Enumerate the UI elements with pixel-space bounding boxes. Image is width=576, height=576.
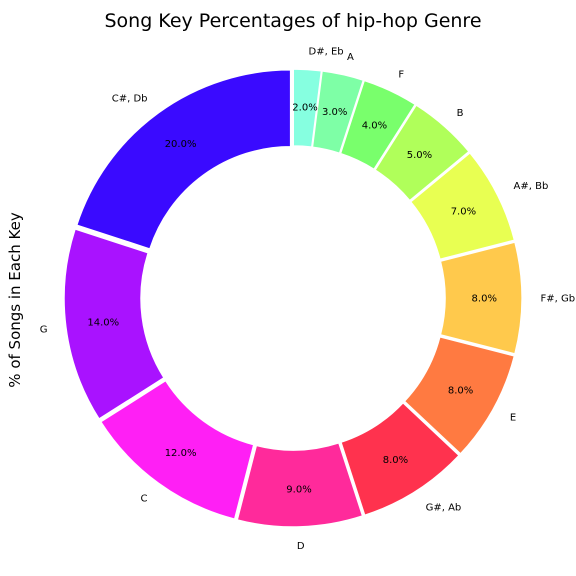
slice-c — [99, 379, 255, 521]
chart-title: Song Key Percentages of hip-hop Genre — [104, 10, 481, 32]
category-label-c-db: C#, Db — [112, 93, 148, 104]
category-label-a-bb: A#, Bb — [514, 181, 549, 192]
category-label-c: C — [141, 494, 148, 505]
slice-e — [403, 335, 516, 456]
category-label-f: F — [398, 70, 404, 81]
category-label-a: A — [347, 52, 354, 63]
value-label-g: 14.0% — [87, 317, 119, 328]
slice-d-eb — [292, 68, 323, 149]
category-label-d: D — [297, 541, 305, 552]
value-label-f-gb: 8.0% — [472, 294, 497, 305]
category-label-b: B — [457, 108, 464, 119]
slice-c-db — [75, 69, 292, 250]
y-axis-label: % of Songs in Each Key — [6, 212, 24, 388]
value-label-c-db: 20.0% — [165, 139, 197, 150]
value-label-g-ab: 8.0% — [383, 455, 408, 466]
value-label-e: 8.0% — [448, 386, 473, 397]
slice-b — [373, 103, 471, 202]
slice-g — [63, 228, 166, 421]
slice-d — [236, 441, 364, 528]
value-label-a-bb: 7.0% — [451, 207, 476, 218]
value-label-d: 9.0% — [286, 485, 311, 496]
category-label-g-ab: G#, Ab — [426, 502, 462, 513]
category-label-d-eb: D#, Eb — [309, 46, 344, 57]
value-label-d-eb: 2.0% — [292, 103, 317, 114]
value-label-b: 5.0% — [407, 150, 432, 161]
value-label-c: 12.0% — [165, 448, 197, 459]
slice-f-gb — [439, 241, 523, 355]
label-group: C#, Db 20.0% G 14.0% C 12.0% D 9.0% G#, Ab 8.0% E 8… — [40, 46, 575, 551]
value-label-f: 4.0% — [362, 120, 387, 131]
slice-group — [63, 68, 523, 528]
slice-a-bb — [409, 151, 516, 261]
category-label-f-gb: F#, Gb — [541, 294, 576, 305]
value-label-a: 3.0% — [322, 107, 347, 118]
category-label-e: E — [510, 413, 516, 424]
slice-g-ab — [339, 401, 461, 517]
slice-f — [339, 79, 417, 171]
category-label-g: G — [40, 325, 48, 336]
